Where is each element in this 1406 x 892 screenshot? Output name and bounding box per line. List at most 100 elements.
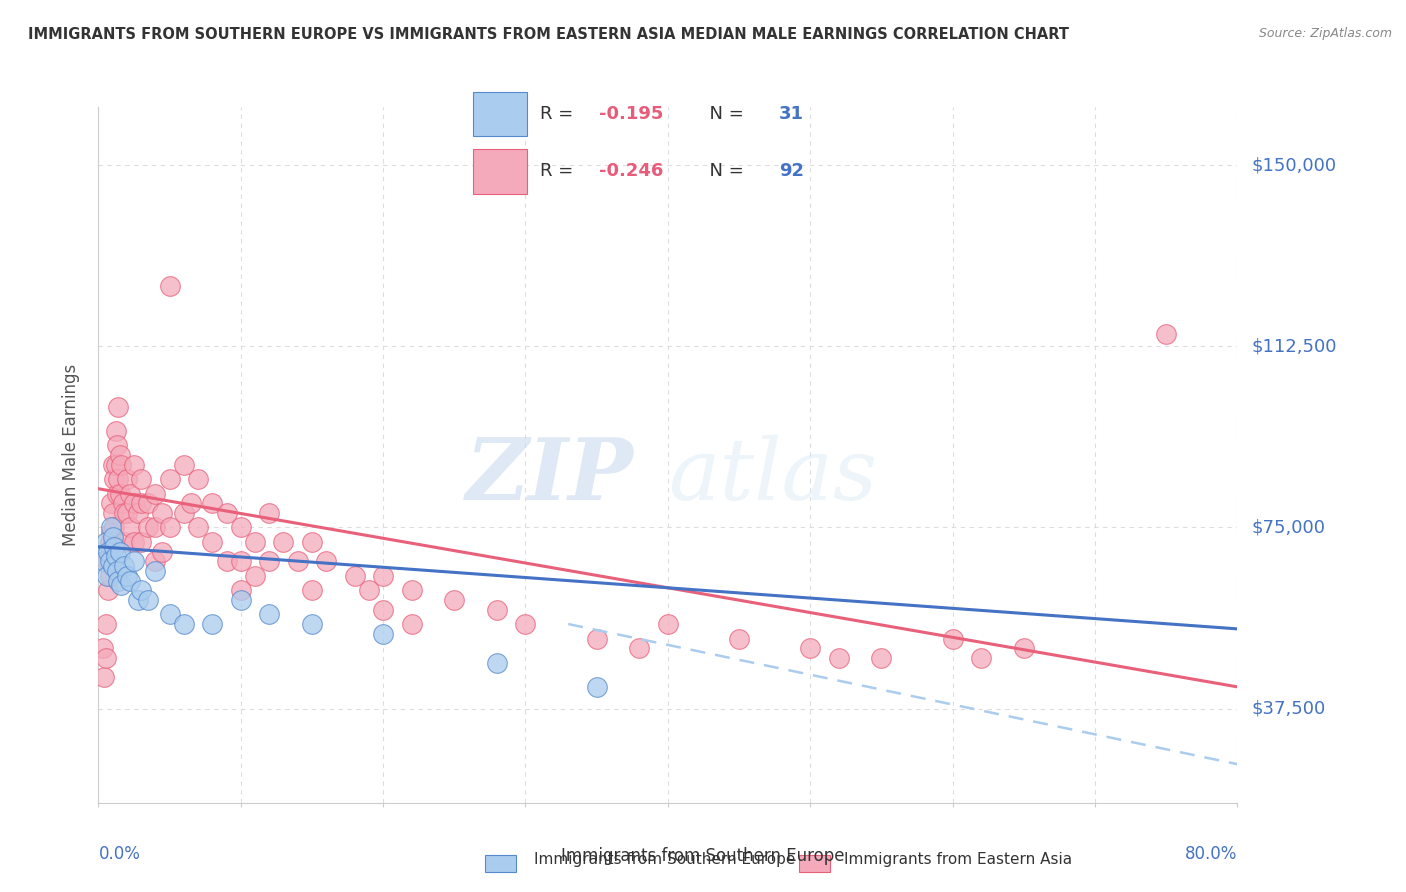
Y-axis label: Median Male Earnings: Median Male Earnings bbox=[62, 364, 80, 546]
Text: Immigrants from Eastern Asia: Immigrants from Eastern Asia bbox=[844, 852, 1071, 867]
Point bbox=[115, 568, 138, 582]
Point bbox=[129, 496, 152, 510]
Text: R =: R = bbox=[540, 162, 579, 180]
Text: N =: N = bbox=[697, 105, 749, 123]
Point bbox=[657, 617, 679, 632]
Point bbox=[315, 554, 337, 568]
Point bbox=[110, 458, 132, 472]
Text: -0.246: -0.246 bbox=[599, 162, 664, 180]
Point bbox=[273, 534, 295, 549]
Point bbox=[301, 617, 323, 632]
Point bbox=[259, 607, 281, 622]
Point bbox=[229, 592, 252, 607]
Point bbox=[104, 549, 127, 564]
Text: IMMIGRANTS FROM SOUTHERN EUROPE VS IMMIGRANTS FROM EASTERN ASIA MEDIAN MALE EARN: IMMIGRANTS FROM SOUTHERN EUROPE VS IMMIG… bbox=[28, 27, 1069, 42]
Point bbox=[93, 554, 115, 568]
Point bbox=[110, 578, 132, 592]
Point bbox=[93, 670, 115, 684]
Point bbox=[486, 602, 509, 616]
Point bbox=[129, 534, 152, 549]
Point bbox=[373, 568, 395, 582]
Text: ZIP: ZIP bbox=[465, 434, 634, 517]
Point bbox=[94, 617, 117, 632]
Point bbox=[101, 559, 124, 574]
Point bbox=[105, 564, 128, 578]
Point bbox=[127, 506, 149, 520]
Point bbox=[357, 583, 380, 598]
Point bbox=[136, 496, 159, 510]
Point bbox=[107, 574, 129, 588]
Point bbox=[145, 564, 167, 578]
Text: 80.0%: 80.0% bbox=[1185, 845, 1237, 863]
Point bbox=[628, 641, 651, 656]
Point bbox=[173, 506, 195, 520]
Text: N =: N = bbox=[697, 162, 749, 180]
Point bbox=[870, 651, 893, 665]
Point bbox=[301, 534, 323, 549]
Point bbox=[94, 534, 117, 549]
Point bbox=[103, 472, 125, 486]
Point bbox=[100, 520, 122, 534]
Point bbox=[373, 602, 395, 616]
Text: $37,500: $37,500 bbox=[1251, 699, 1326, 717]
Point bbox=[443, 592, 465, 607]
Point bbox=[104, 458, 127, 472]
Point bbox=[145, 554, 167, 568]
Point bbox=[98, 534, 121, 549]
Point bbox=[173, 617, 195, 632]
Point bbox=[145, 486, 167, 500]
Point bbox=[401, 617, 423, 632]
Point bbox=[159, 520, 181, 534]
Point bbox=[96, 554, 118, 568]
Text: Immigrants from Southern Europe: Immigrants from Southern Europe bbox=[561, 847, 845, 865]
Point bbox=[159, 472, 181, 486]
Point bbox=[343, 568, 366, 582]
Point bbox=[201, 534, 224, 549]
Point bbox=[107, 400, 129, 414]
Point bbox=[136, 520, 159, 534]
Point bbox=[152, 544, 174, 558]
Point bbox=[107, 472, 129, 486]
Point bbox=[259, 506, 281, 520]
Point bbox=[180, 496, 202, 510]
Point bbox=[585, 632, 607, 646]
Point bbox=[129, 583, 152, 598]
Point bbox=[152, 506, 174, 520]
Point bbox=[101, 506, 124, 520]
Point bbox=[187, 520, 209, 534]
Point bbox=[728, 632, 751, 646]
Point bbox=[112, 534, 135, 549]
Point bbox=[229, 554, 252, 568]
Text: R =: R = bbox=[540, 105, 579, 123]
Point bbox=[970, 651, 993, 665]
Text: -0.195: -0.195 bbox=[599, 105, 664, 123]
Point bbox=[145, 520, 167, 534]
Point bbox=[129, 472, 152, 486]
Point bbox=[127, 592, 149, 607]
Point bbox=[118, 486, 141, 500]
Text: $150,000: $150,000 bbox=[1251, 156, 1336, 174]
Text: atlas: atlas bbox=[668, 434, 877, 517]
Point bbox=[101, 530, 124, 544]
Text: Immigrants from Southern Europe: Immigrants from Southern Europe bbox=[534, 852, 796, 867]
Point bbox=[101, 458, 124, 472]
Point bbox=[1154, 327, 1177, 342]
Text: 31: 31 bbox=[779, 105, 804, 123]
Point bbox=[229, 583, 252, 598]
Point bbox=[108, 544, 131, 558]
Point bbox=[101, 534, 124, 549]
Point bbox=[108, 448, 131, 462]
Point bbox=[401, 583, 423, 598]
Point bbox=[118, 574, 141, 588]
Bar bbox=[472, 149, 527, 194]
Text: 0.0%: 0.0% bbox=[98, 845, 141, 863]
Point bbox=[243, 568, 266, 582]
Point bbox=[108, 486, 131, 500]
Point bbox=[159, 278, 181, 293]
Point bbox=[287, 554, 309, 568]
Point bbox=[856, 839, 879, 854]
Point bbox=[104, 424, 127, 438]
Point bbox=[486, 656, 509, 670]
Point bbox=[259, 554, 281, 568]
Point bbox=[97, 544, 120, 558]
